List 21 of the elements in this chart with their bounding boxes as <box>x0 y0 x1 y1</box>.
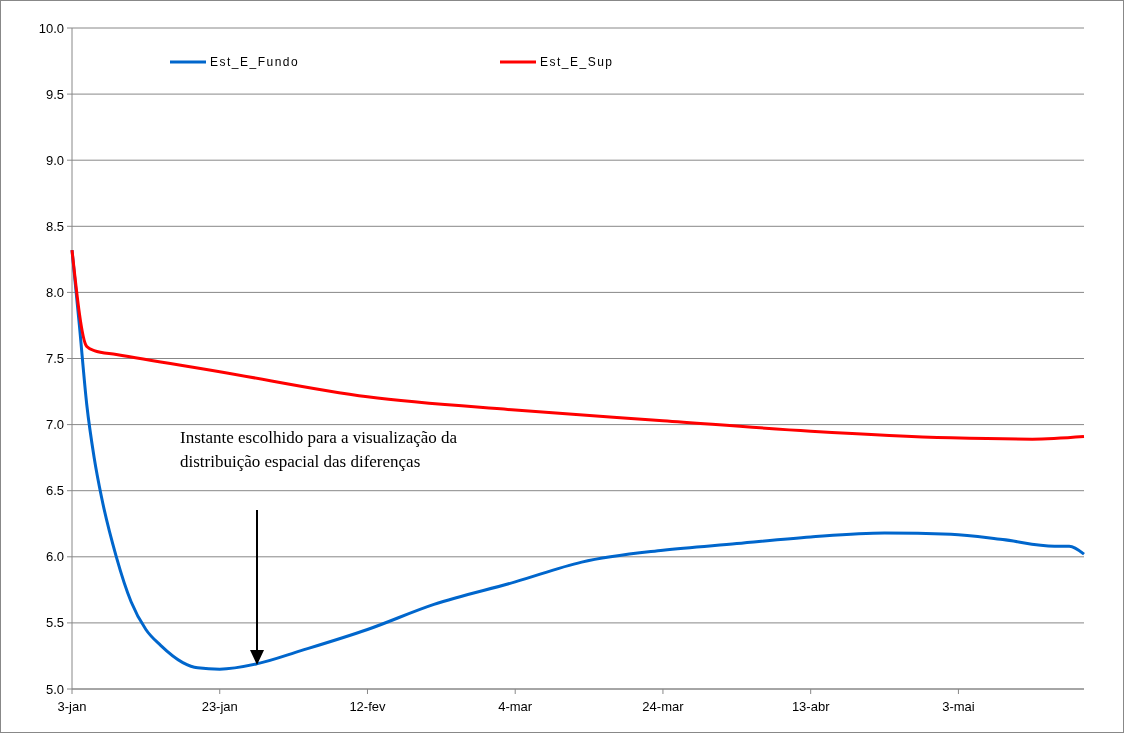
x-tick-label: 13-abr <box>791 699 831 714</box>
y-tick-label: 10.0 <box>38 20 64 36</box>
y-tick-label: 5.5 <box>45 615 64 631</box>
y-tick-label: 8.0 <box>45 284 64 300</box>
y-tick-label: 9.5 <box>45 86 64 102</box>
x-tick-label: 23-jan <box>201 699 238 714</box>
annotation: Instante escolhido para a visualização da distribuição espacial das diferenças <box>180 428 458 471</box>
y-tick-label: 8.5 <box>45 218 64 234</box>
y-tick-label: 6.5 <box>45 483 64 499</box>
x-tick-label: 3-mai <box>942 699 975 714</box>
y-tick-label: 7.0 <box>45 417 64 433</box>
y-tick-label: 6.0 <box>45 549 64 565</box>
legend-label: Est_E_Fundo <box>210 55 300 70</box>
x-tick-label: 3-jan <box>57 699 87 714</box>
x-tick-label: 24-mar <box>642 699 685 714</box>
legend-label: Est_E_Sup <box>540 55 614 70</box>
x-tick-label: 12-fev <box>349 699 387 714</box>
y-tick-label: 5.0 <box>45 681 64 697</box>
x-tick-label: 4-mar <box>498 699 533 714</box>
y-tick-label: 7.5 <box>45 351 64 367</box>
y-tick-label: 9.0 <box>45 152 64 168</box>
